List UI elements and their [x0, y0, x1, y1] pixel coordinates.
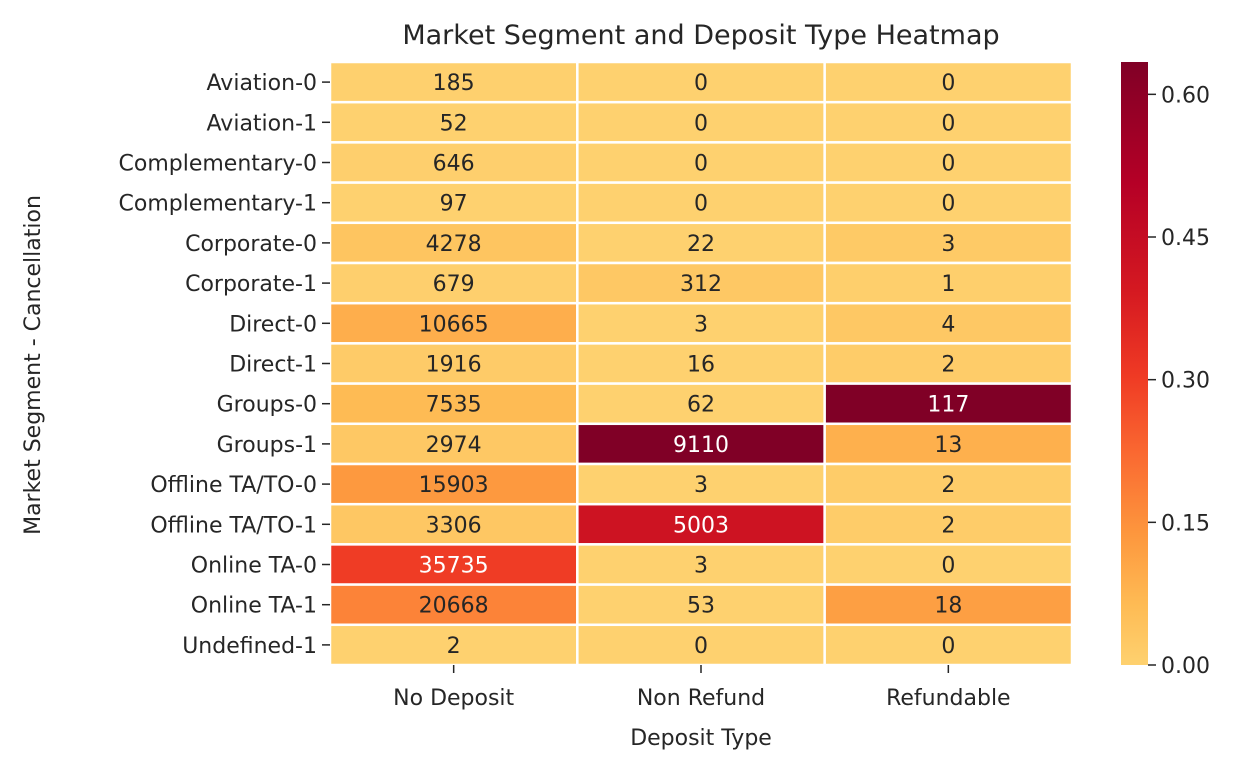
cell-value-label: 3: [941, 232, 955, 257]
colorbar-tick-label: 0.00: [1161, 654, 1210, 679]
cell-value-label: 52: [440, 111, 468, 136]
cell-value-label: 2: [941, 473, 955, 498]
cell-value-label: 53: [687, 594, 715, 619]
cell-value-label: 0: [941, 554, 955, 579]
cell-value-label: 5003: [673, 513, 729, 538]
colorbar-tick-label: 0.15: [1161, 511, 1210, 536]
cell-value-label: 2: [447, 634, 461, 659]
y-tick-label: Undefined-1: [182, 634, 317, 659]
heatmap-cell: [823, 301, 1074, 345]
chart-title: Market Segment and Deposit Type Heatmap: [402, 20, 999, 51]
cell-value-label: 679: [433, 272, 475, 297]
cell-value-label: 0: [941, 152, 955, 177]
colorbar-tick-label: 0.30: [1161, 369, 1210, 394]
cell-value-label: 3306: [426, 513, 482, 538]
cell-value-label: 0: [694, 192, 708, 217]
colorbar-tick-label: 0.60: [1161, 83, 1210, 108]
heatmap-cell: [823, 100, 1074, 144]
heatmap-cell: [328, 342, 579, 385]
heatmap-cell: [823, 261, 1074, 305]
heatmap-cell: [328, 462, 579, 506]
cell-value-label: 0: [941, 192, 955, 217]
y-tick-label: Online TA-1: [191, 594, 317, 619]
y-tick-label: Corporate-0: [185, 232, 317, 257]
heatmap-cell: [823, 462, 1074, 506]
heatmap-cell: [823, 543, 1074, 586]
heatmap-cell: [328, 543, 579, 586]
cell-value-label: 2: [941, 353, 955, 378]
cell-value-label: 4278: [426, 232, 482, 257]
y-tick-label: Groups-1: [217, 433, 317, 458]
y-tick-labels: Aviation-0 Aviation-1 Complementary-0 Compl…: [119, 71, 330, 659]
y-axis-label: Market Segment - Cancellation: [21, 195, 46, 535]
cell-value-label: 312: [680, 272, 722, 297]
heatmap-cell: [576, 422, 826, 466]
x-axis-label: Deposit Type: [630, 726, 772, 751]
x-tick-label: Non Refund: [637, 686, 765, 711]
x-tick-label: Refundable: [886, 686, 1011, 711]
cell-value-label: 0: [694, 634, 708, 659]
colorbar: [1121, 62, 1148, 665]
heatmap-cell: [576, 261, 826, 305]
cell-value-label: 97: [440, 192, 468, 217]
heatmap-cell: [823, 382, 1074, 426]
y-tick-label: Groups-0: [217, 393, 317, 418]
cell-value-label: 1916: [426, 353, 482, 378]
x-tick-labels: No Deposit Non Refund Refundable: [393, 665, 1011, 711]
heatmap-cell: [823, 583, 1074, 627]
cell-value-label: 0: [694, 111, 708, 136]
y-tick-label: Aviation-1: [207, 111, 317, 136]
y-tick-label: Corporate-1: [185, 272, 317, 297]
heatmap-cell: [823, 422, 1074, 466]
cell-value-label: 62: [687, 393, 715, 418]
cell-value-label: 3: [694, 554, 708, 579]
colorbar-tick-label: 0.45: [1161, 226, 1210, 251]
cell-value-label: 3: [694, 312, 708, 337]
cell-value-label: 0: [694, 71, 708, 96]
cell-value-label: 4: [941, 312, 955, 337]
y-tick-label: Online TA-0: [191, 554, 317, 579]
cell-value-label: 35735: [419, 554, 489, 579]
heatmap-cell: [823, 342, 1074, 385]
cell-value-label: 22: [687, 232, 715, 257]
cell-value-label: 7535: [426, 393, 482, 418]
cell-value-label: 18: [934, 594, 962, 619]
cell-value-label: 117: [927, 393, 969, 418]
heatmap-cell: [823, 181, 1074, 225]
cell-value-label: 16: [687, 353, 715, 378]
cell-value-label: 646: [433, 152, 475, 177]
cell-value-label: 2: [941, 513, 955, 538]
y-tick-label: Complementary-0: [119, 152, 318, 177]
heatmap-cell: [823, 623, 1074, 667]
cell-value-label: 185: [433, 71, 475, 96]
cell-value-label: 0: [694, 152, 708, 177]
cell-value-label: 10665: [419, 312, 489, 337]
cell-value-label: 13: [934, 433, 962, 458]
cell-value-label: 0: [941, 111, 955, 136]
cell-value-label: 1: [941, 272, 955, 297]
cell-value-label: 0: [941, 634, 955, 659]
colorbar-ticks: 0.00 0.15 0.30 0.45 0.60: [1148, 83, 1210, 679]
cell-value-label: 15903: [419, 473, 489, 498]
y-tick-label: Direct-1: [229, 353, 317, 378]
y-tick-label: Direct-0: [229, 312, 317, 337]
cell-value-label: 0: [941, 71, 955, 96]
cell-value-label: 2974: [426, 433, 482, 458]
heatmap-cell: [576, 141, 826, 184]
y-tick-label: Offline TA/TO-1: [150, 513, 317, 538]
heatmap-cell: [328, 301, 579, 345]
cell-value-label: 20668: [419, 594, 489, 619]
y-tick-label: Complementary-1: [119, 192, 318, 217]
y-tick-label: Offline TA/TO-0: [150, 473, 317, 498]
heatmap-cell: [576, 221, 826, 265]
cell-value-label: 3: [694, 473, 708, 498]
heatmap-cell: [823, 502, 1074, 546]
heatmap-cell: [576, 301, 826, 345]
heatmap-cell: [576, 342, 826, 385]
cell-value-label: 9110: [673, 433, 729, 458]
y-tick-label: Aviation-0: [207, 71, 317, 96]
x-tick-label: No Deposit: [393, 686, 514, 711]
